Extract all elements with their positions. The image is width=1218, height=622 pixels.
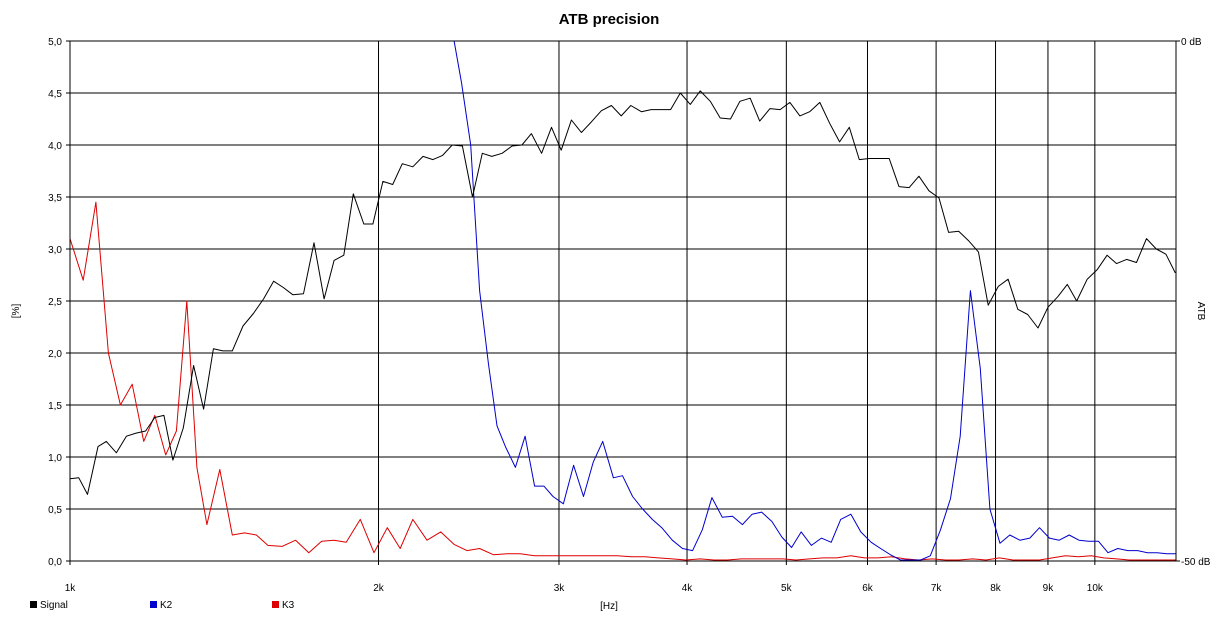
legend-swatch-k3 [272, 601, 279, 608]
legend: Signal K2 K3 [30, 600, 295, 611]
y-tick-label: 4,5 [48, 89, 62, 100]
x-tick-label: 1k [65, 583, 77, 594]
y-tick-label: 4,0 [48, 141, 62, 152]
y-axis-ticks: 5,0 4,5 4,0 3,5 3,0 2,5 2,0 1,5 1,0 0,5 0,0 [48, 37, 70, 568]
legend-label-k3: K3 [282, 600, 295, 611]
x-tick-label: 10k [1087, 583, 1104, 594]
y-tick-label: 1,5 [48, 401, 62, 412]
chart-title: ATB precision [559, 11, 660, 28]
y-tick-label: 0,0 [48, 557, 62, 568]
x-axis-ticks: 1k 2k 3k 4k 5k 6k 7k 8k 9k 10k [65, 561, 1104, 594]
x-tick-label: 4k [682, 583, 694, 594]
x-tick-label: 3k [554, 583, 566, 594]
y2-axis-label: ATB [1195, 302, 1206, 321]
series-line-signal [69, 90, 1176, 495]
x-tick-label: 9k [1043, 583, 1055, 594]
y-tick-label: 0,5 [48, 505, 62, 516]
legend-swatch-signal [30, 601, 37, 608]
x-axis-label: [Hz] [600, 601, 618, 612]
legend-swatch-k2 [150, 601, 157, 608]
y2-tick-label: 0 dB [1181, 37, 1202, 48]
y-axis-label: [%] [11, 304, 22, 319]
y-tick-label: 3,5 [48, 193, 62, 204]
y-tick-label: 3,0 [48, 245, 62, 256]
x-tick-label: 5k [781, 583, 793, 594]
y2-axis-ticks: 0 dB -50 dB [1176, 37, 1211, 568]
y-tick-label: 2,5 [48, 297, 62, 308]
y-tick-label: 5,0 [48, 37, 62, 48]
legend-label-signal: Signal [40, 600, 68, 611]
y-tick-label: 1,0 [48, 453, 62, 464]
legend-label-k2: K2 [160, 600, 173, 611]
x-tick-label: 8k [990, 583, 1002, 594]
x-tick-label: 2k [373, 583, 385, 594]
grid [69, 40, 1176, 562]
series-layer [69, 40, 1176, 561]
y-tick-label: 2,0 [48, 349, 62, 360]
y2-tick-label: -50 dB [1181, 557, 1211, 568]
series-line-k2 [453, 40, 1176, 561]
x-tick-label: 6k [862, 583, 874, 594]
x-tick-label: 7k [931, 583, 943, 594]
series-line-k3 [69, 201, 1176, 561]
